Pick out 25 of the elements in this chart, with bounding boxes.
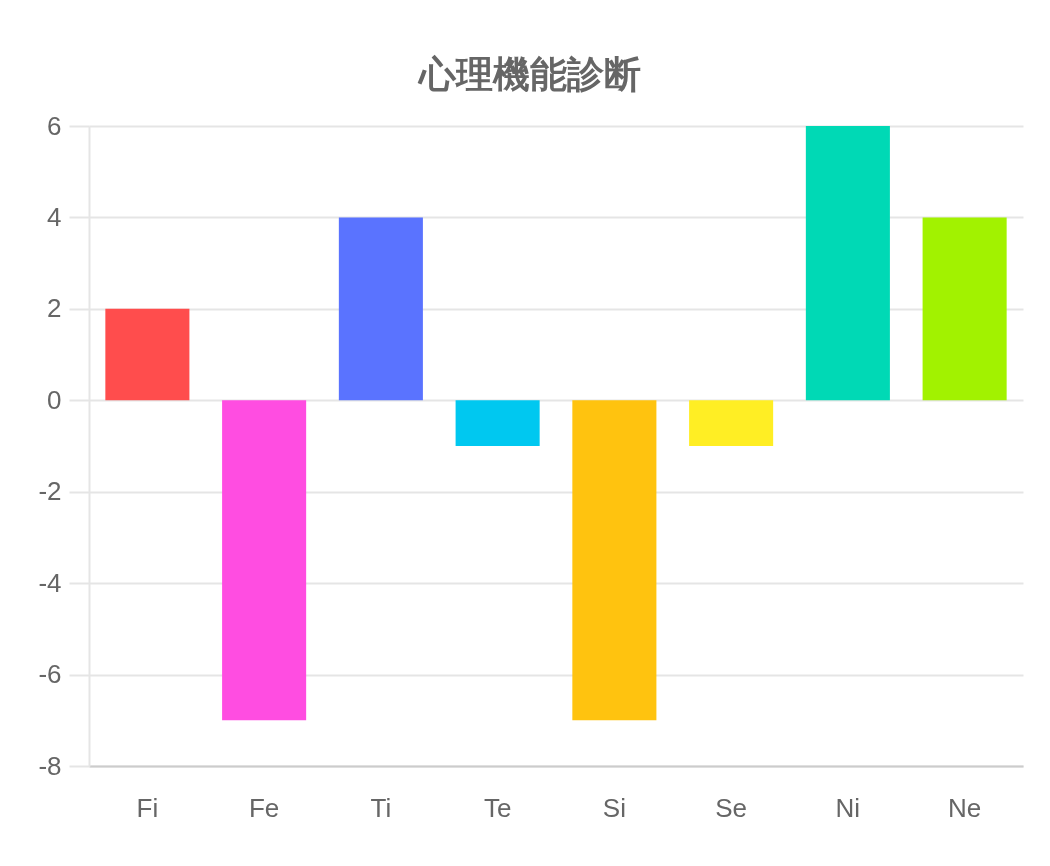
bar <box>105 308 190 401</box>
y-tick-label: 6 <box>47 110 62 141</box>
y-tick-label: -4 <box>38 567 62 598</box>
bar <box>338 217 423 401</box>
x-tick-label: Ne <box>948 792 982 823</box>
x-tick-label: Ni <box>835 792 861 823</box>
x-tick-label: Fi <box>136 792 159 823</box>
bar <box>805 126 890 401</box>
y-tick-label: -6 <box>38 659 62 690</box>
bar <box>455 400 540 446</box>
x-tick-label: Fe <box>248 792 280 823</box>
y-tick-label: 4 <box>47 201 62 232</box>
bar <box>572 400 657 721</box>
x-tick-label: Ti <box>370 792 392 823</box>
x-tick-label: Te <box>483 792 512 823</box>
chart-title: 心理機能診断 <box>417 54 642 95</box>
bar <box>922 217 1007 401</box>
bar <box>689 400 774 446</box>
y-tick-label: -8 <box>38 750 62 781</box>
y-tick-label: -2 <box>38 476 62 507</box>
bar <box>222 400 307 721</box>
x-tick-label: Si <box>602 792 626 823</box>
x-tick-label: Se <box>715 792 748 823</box>
y-tick-label: 0 <box>47 384 62 415</box>
y-tick-label: 2 <box>47 293 62 324</box>
